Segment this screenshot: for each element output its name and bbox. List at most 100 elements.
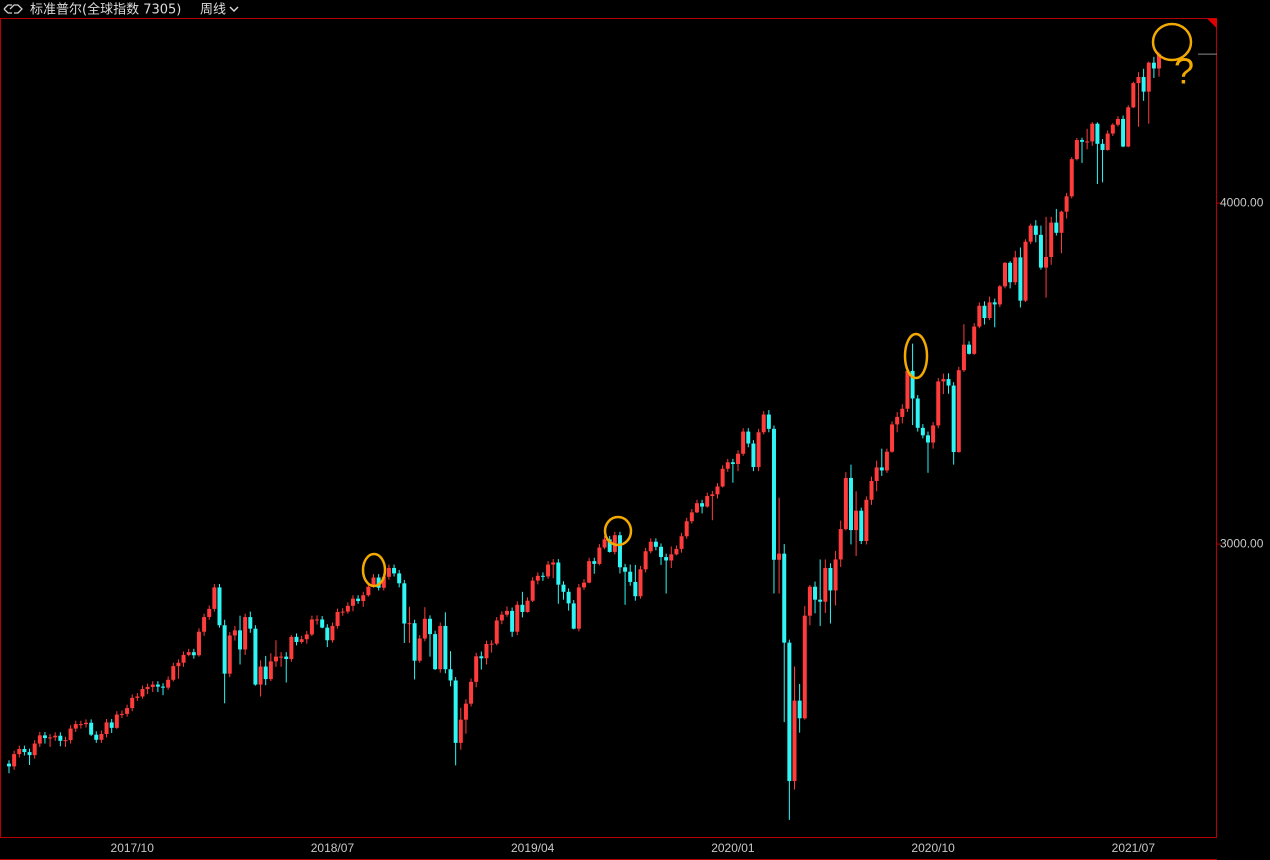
candle-body: [1090, 123, 1095, 142]
candle-body: [376, 577, 381, 588]
annotation-question: ?: [1174, 51, 1194, 92]
candle-body: [217, 587, 222, 626]
candle-body: [202, 617, 207, 632]
candle-body: [1059, 211, 1064, 233]
candle-body: [1080, 140, 1085, 142]
candle-body: [253, 628, 258, 685]
candle-body: [1028, 225, 1033, 242]
candle-body: [1002, 262, 1007, 287]
candle-body: [520, 604, 525, 612]
candle-body: [1126, 107, 1131, 147]
candle-body: [392, 567, 397, 574]
candle-body: [22, 749, 27, 753]
toolbar: 标准普尔(全球指数 7305) 周线: [3, 2, 239, 18]
candle-body: [823, 567, 828, 602]
candle-body: [623, 567, 628, 572]
candle-body: [94, 734, 99, 740]
candle-body: [1115, 118, 1120, 125]
candle-body: [284, 656, 289, 659]
candle-body: [782, 553, 787, 643]
candle-body: [597, 547, 602, 564]
candle-body: [84, 722, 89, 725]
candle-body: [1141, 76, 1146, 92]
candle-body: [212, 587, 217, 609]
annotation-circle: [1151, 22, 1193, 62]
candle-body: [17, 749, 22, 755]
candle-body: [345, 605, 350, 612]
candle-body: [576, 587, 581, 629]
candle-body: [37, 735, 42, 744]
candle-body: [833, 559, 838, 591]
candle-body: [684, 521, 689, 537]
candle-body: [366, 586, 371, 596]
candle-body: [263, 666, 268, 680]
candle-body: [361, 595, 366, 602]
candle-body: [920, 427, 925, 436]
candle-body: [397, 573, 402, 584]
candle-body: [340, 611, 345, 613]
candle-body: [335, 611, 340, 626]
candle-body: [417, 638, 422, 661]
candle-body: [987, 302, 992, 319]
candle-body: [910, 370, 915, 399]
candle-body: [551, 562, 556, 565]
candle-body: [63, 740, 68, 742]
candle-body: [1008, 262, 1013, 283]
x-tick-label: 2021/07: [1112, 841, 1156, 855]
candle-body: [186, 652, 191, 655]
candle-body: [386, 567, 391, 577]
candle-body: [469, 681, 474, 704]
annotation-circle: [903, 332, 929, 380]
candle-body: [694, 503, 699, 513]
candle-body: [582, 582, 587, 588]
candle-body: [607, 539, 612, 552]
candle-body: [1069, 159, 1074, 197]
plot-frame: [0, 18, 1217, 838]
candle-body: [705, 496, 710, 507]
candle-body: [78, 724, 83, 726]
candle-body: [32, 743, 37, 756]
candle-body: [659, 546, 664, 558]
candle-body: [53, 735, 58, 738]
candle-body: [407, 623, 412, 625]
candle-body: [371, 577, 376, 587]
candle-body: [356, 598, 361, 602]
candle-body: [171, 666, 176, 680]
candle-body: [1074, 140, 1079, 160]
candle-body: [155, 684, 160, 687]
candle-body: [802, 615, 807, 719]
candle-body: [890, 424, 895, 452]
candle-body: [797, 700, 802, 719]
candle-body: [104, 722, 109, 735]
candle-body: [58, 735, 63, 741]
candle-body: [1054, 222, 1059, 233]
candle-body: [884, 451, 889, 471]
candle-body: [525, 600, 530, 612]
candle-body: [504, 610, 509, 615]
candle-body: [540, 575, 545, 577]
candle-body: [864, 499, 869, 542]
link-icon[interactable]: [3, 4, 23, 14]
candle-body: [956, 370, 961, 453]
candle-body: [746, 431, 751, 444]
candle-body: [433, 634, 438, 670]
candle-body: [125, 708, 130, 714]
candle-body: [1044, 257, 1049, 268]
candle-body: [556, 562, 561, 585]
candle-body: [510, 610, 515, 632]
candle-body: [289, 636, 294, 659]
candle-body: [427, 618, 432, 635]
candle-body: [304, 634, 309, 640]
corner-marker: [1207, 18, 1217, 29]
candle-body: [114, 714, 119, 728]
candle-body: [232, 630, 237, 636]
candle-body: [664, 557, 669, 561]
annotation-circle: [361, 552, 387, 588]
candle-body: [279, 656, 284, 658]
candle-body: [997, 286, 1002, 305]
candle-body: [771, 428, 776, 560]
dropdown-chevron[interactable]: [229, 6, 239, 12]
annotations: [361, 22, 1193, 588]
candle-body: [273, 656, 278, 662]
period-selector[interactable]: 周线: [200, 3, 226, 18]
